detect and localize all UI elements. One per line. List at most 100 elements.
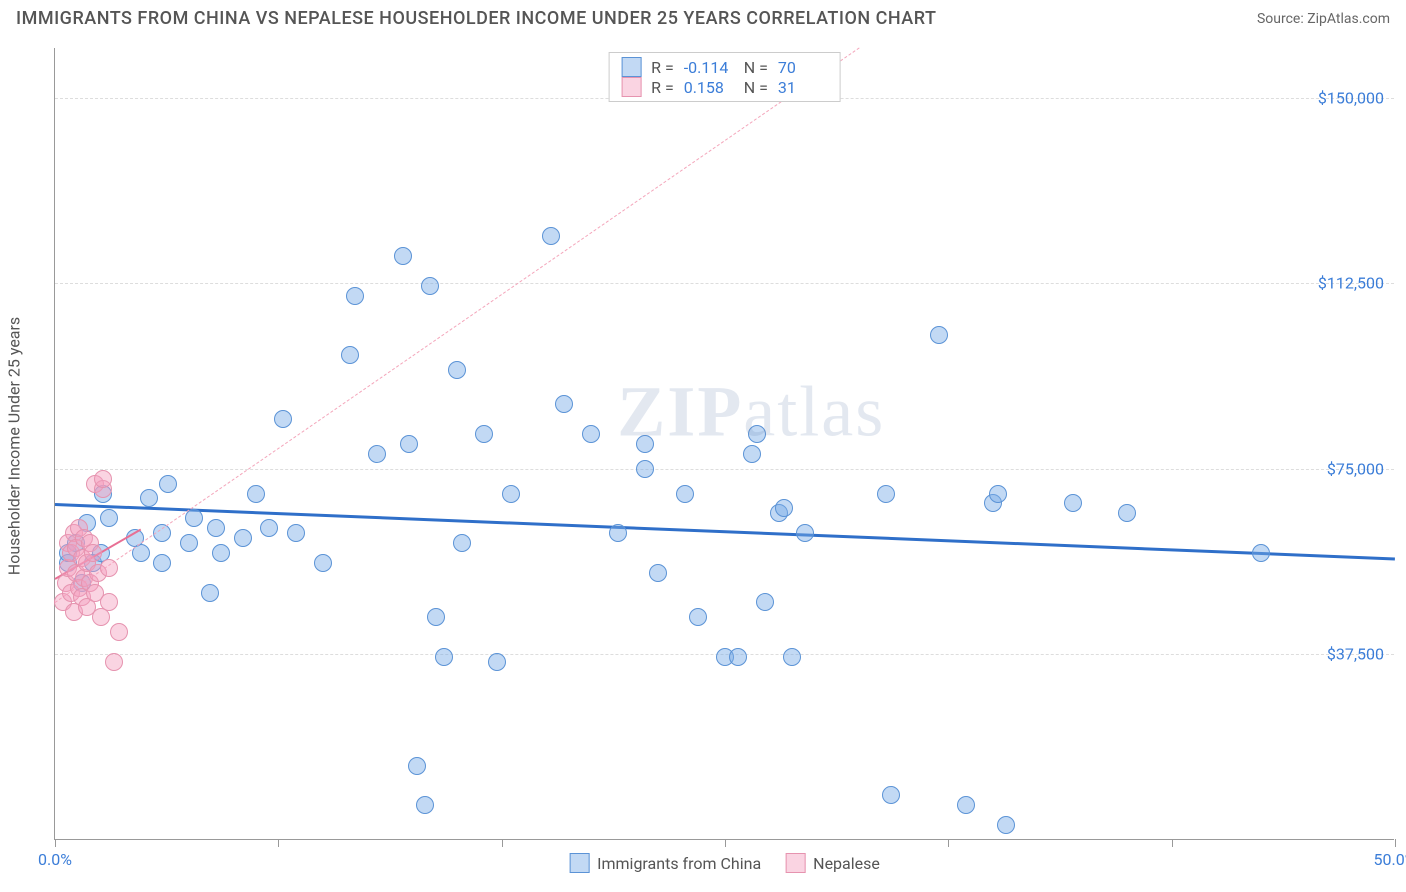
swatch-china — [569, 853, 589, 873]
x-tick — [1395, 839, 1396, 847]
swatch-nepalese — [621, 77, 641, 97]
stats-row-china: R = -0.114 N = 70 — [621, 57, 828, 77]
y-tick-label: $37,500 — [1327, 645, 1384, 664]
swatch-china — [621, 57, 641, 77]
data-point-china[interactable] — [400, 435, 418, 453]
grid-line — [55, 469, 1394, 470]
data-point-china[interactable] — [201, 584, 219, 602]
data-point-china[interactable] — [1252, 544, 1270, 562]
data-point-china[interactable] — [555, 395, 573, 413]
chart-title: IMMIGRANTS FROM CHINA VS NEPALESE HOUSEH… — [16, 8, 936, 29]
data-point-china[interactable] — [408, 757, 426, 775]
data-point-china[interactable] — [207, 519, 225, 537]
x-tick — [55, 839, 56, 847]
data-point-china[interactable] — [609, 524, 627, 542]
x-tick-label: 50.0% — [1374, 850, 1406, 869]
data-point-china[interactable] — [416, 796, 434, 814]
data-point-china[interactable] — [997, 816, 1015, 834]
series-legend: Immigrants from China Nepalese — [569, 853, 880, 873]
legend-label-china: Immigrants from China — [597, 854, 761, 873]
data-point-china[interactable] — [582, 425, 600, 443]
source-link[interactable]: ZipAtlas.com — [1307, 11, 1390, 27]
data-point-china[interactable] — [274, 410, 292, 428]
source-prefix: Source: — [1257, 11, 1307, 27]
data-point-china[interactable] — [775, 499, 793, 517]
y-tick-label: $150,000 — [1318, 88, 1384, 107]
data-point-china[interactable] — [368, 445, 386, 463]
data-point-china[interactable] — [882, 786, 900, 804]
data-point-china[interactable] — [140, 489, 158, 507]
x-tick — [1172, 839, 1173, 847]
swatch-nepalese — [785, 853, 805, 873]
data-point-nepalese[interactable] — [100, 593, 118, 611]
data-point-nepalese[interactable] — [100, 559, 118, 577]
data-point-china[interactable] — [475, 425, 493, 443]
n-value-nepalese: 31 — [778, 78, 828, 97]
data-point-china[interactable] — [1118, 504, 1136, 522]
correlation-stats-box: R = -0.114 N = 70 R = 0.158 N = 31 — [608, 52, 841, 102]
y-axis-label: Householder Income Under 25 years — [5, 317, 24, 575]
data-point-china[interactable] — [448, 361, 466, 379]
x-tick — [278, 839, 279, 847]
data-point-china[interactable] — [877, 485, 895, 503]
chart-plot-area: $37,500$75,000$112,500$150,0000.0%50.0% … — [54, 48, 1394, 840]
data-point-china[interactable] — [346, 287, 364, 305]
data-point-china[interactable] — [783, 648, 801, 666]
data-point-china[interactable] — [502, 485, 520, 503]
legend-item-china[interactable]: Immigrants from China — [569, 853, 761, 873]
n-value-china: 70 — [778, 58, 828, 77]
data-point-china[interactable] — [748, 425, 766, 443]
data-point-china[interactable] — [314, 554, 332, 572]
x-tick — [725, 839, 726, 847]
grid-line — [55, 283, 1394, 284]
data-point-china[interactable] — [435, 648, 453, 666]
stats-row-nepalese: R = 0.158 N = 31 — [621, 77, 828, 97]
data-point-china[interactable] — [743, 445, 761, 463]
data-point-china[interactable] — [636, 435, 654, 453]
data-point-china[interactable] — [676, 485, 694, 503]
r-value-nepalese: 0.158 — [684, 78, 734, 97]
plot-canvas: $37,500$75,000$112,500$150,0000.0%50.0% — [55, 48, 1394, 839]
data-point-china[interactable] — [180, 534, 198, 552]
data-point-nepalese[interactable] — [110, 623, 128, 641]
data-point-china[interactable] — [421, 277, 439, 295]
data-point-china[interactable] — [100, 509, 118, 527]
data-point-china[interactable] — [159, 475, 177, 493]
data-point-china[interactable] — [260, 519, 278, 537]
data-point-china[interactable] — [796, 524, 814, 542]
data-point-china[interactable] — [394, 247, 412, 265]
data-point-china[interactable] — [212, 544, 230, 562]
data-point-china[interactable] — [287, 524, 305, 542]
data-point-china[interactable] — [1064, 494, 1082, 512]
data-point-china[interactable] — [427, 608, 445, 626]
data-point-china[interactable] — [542, 227, 560, 245]
data-point-china[interactable] — [153, 554, 171, 572]
r-label: R = — [651, 58, 674, 77]
x-tick-label: 0.0% — [38, 850, 72, 869]
data-point-china[interactable] — [729, 648, 747, 666]
data-point-nepalese[interactable] — [84, 544, 102, 562]
data-point-china[interactable] — [989, 485, 1007, 503]
x-tick — [948, 839, 949, 847]
data-point-china[interactable] — [930, 326, 948, 344]
legend-label-nepalese: Nepalese — [813, 854, 880, 873]
data-point-nepalese[interactable] — [94, 470, 112, 488]
data-point-china[interactable] — [957, 796, 975, 814]
data-point-china[interactable] — [234, 529, 252, 547]
data-point-china[interactable] — [756, 593, 774, 611]
data-point-china[interactable] — [453, 534, 471, 552]
data-point-china[interactable] — [488, 653, 506, 671]
data-point-china[interactable] — [341, 346, 359, 364]
chart-header: IMMIGRANTS FROM CHINA VS NEPALESE HOUSEH… — [0, 0, 1406, 35]
data-point-china[interactable] — [649, 564, 667, 582]
legend-item-nepalese[interactable]: Nepalese — [785, 853, 880, 873]
data-point-china[interactable] — [247, 485, 265, 503]
n-label: N = — [744, 58, 768, 77]
data-point-china[interactable] — [636, 460, 654, 478]
data-point-china[interactable] — [689, 608, 707, 626]
y-tick-label: $75,000 — [1327, 459, 1384, 478]
data-point-china[interactable] — [185, 509, 203, 527]
data-point-nepalese[interactable] — [105, 653, 123, 671]
trend-line — [55, 503, 1395, 560]
n-label: N = — [744, 78, 768, 97]
